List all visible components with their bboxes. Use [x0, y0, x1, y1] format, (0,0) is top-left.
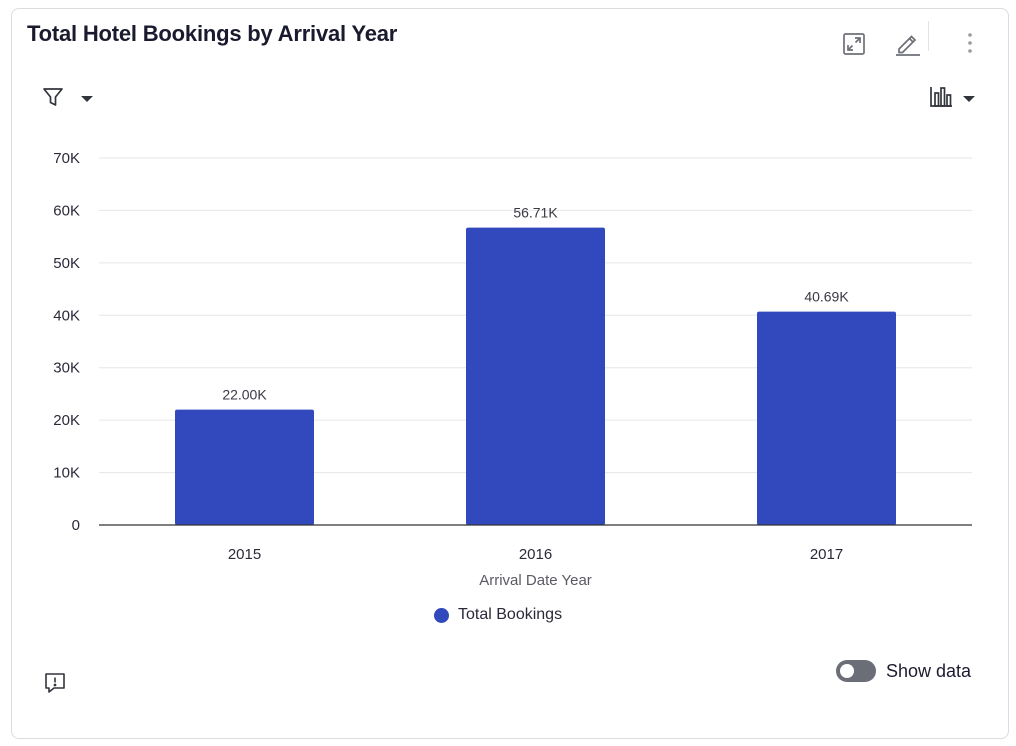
pencil-icon[interactable]	[893, 28, 923, 58]
bar-chart-icon	[930, 87, 952, 107]
y-tick-label: 40K	[53, 307, 80, 324]
legend-item-total-bookings[interactable]: Total Bookings	[434, 606, 562, 624]
y-tick-label: 70K	[53, 150, 80, 167]
x-tick-label: 2015	[228, 546, 261, 563]
more-vertical-icon[interactable]	[955, 28, 985, 58]
filter-icon	[43, 88, 63, 106]
x-tick-label: 2016	[519, 546, 552, 563]
data-label: 56.71K	[513, 205, 558, 221]
toggle-switch[interactable]	[836, 660, 876, 682]
data-label: 40.69K	[804, 289, 849, 305]
x-tick-label: 2017	[810, 546, 843, 563]
toggle-knob	[840, 664, 854, 678]
y-tick-label: 10K	[53, 465, 80, 482]
header-divider	[928, 21, 929, 51]
chevron-down-icon	[81, 96, 93, 102]
bar	[757, 311, 896, 525]
y-tick-label: 50K	[53, 255, 80, 272]
y-tick-label: 20K	[53, 412, 80, 429]
bar	[466, 227, 605, 526]
show-data-label: Show data	[886, 660, 972, 681]
feedback-icon[interactable]	[40, 668, 70, 698]
filter-dropdown[interactable]	[40, 82, 100, 112]
bar	[175, 409, 314, 525]
y-tick-label: 30K	[53, 360, 80, 377]
data-label: 22.00K	[222, 387, 267, 403]
y-tick-label: 0	[72, 517, 80, 534]
chevron-down-icon	[963, 96, 975, 102]
chart-type-dropdown[interactable]	[928, 82, 980, 112]
legend-label: Total Bookings	[458, 606, 563, 623]
x-axis-title: Arrival Date Year	[479, 572, 592, 589]
legend-marker	[434, 607, 449, 623]
show-data-toggle[interactable]: Show data	[836, 660, 971, 682]
expand-icon[interactable]	[839, 29, 869, 59]
chart-title: Total Hotel Bookings by Arrival Year	[27, 21, 398, 46]
y-tick-label: 60K	[53, 202, 80, 219]
